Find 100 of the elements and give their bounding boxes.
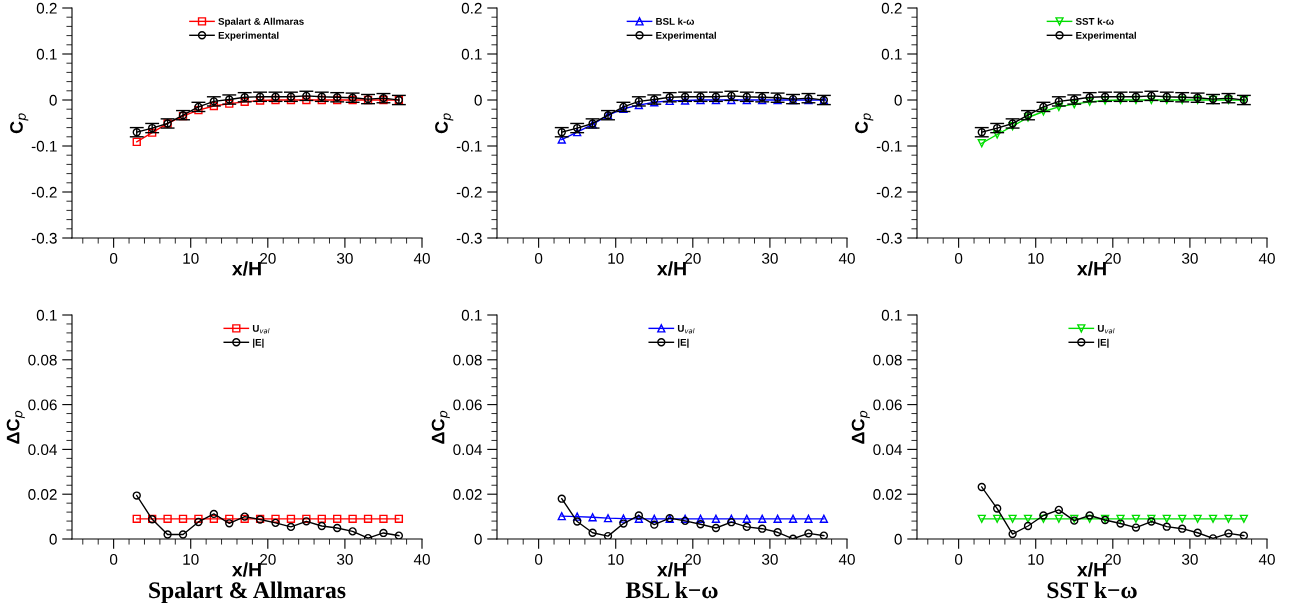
x-tick-label: 20: [685, 553, 701, 565]
point: [286, 522, 296, 532]
y-tick-label: 0.06: [453, 399, 482, 411]
point: [1162, 92, 1171, 101]
x-tick-label: 40: [838, 553, 855, 565]
point: [1085, 511, 1094, 520]
point: [1085, 97, 1094, 107]
y-tick-label: 0.1: [461, 309, 482, 321]
point: [573, 512, 582, 521]
point: [317, 92, 326, 101]
point: [1193, 514, 1202, 524]
y-tick-label: 0.1: [36, 48, 57, 60]
point: [804, 529, 813, 538]
point: [665, 93, 674, 102]
point: [286, 514, 296, 524]
y-tick-label: 0: [49, 533, 57, 545]
point: [363, 514, 373, 524]
point: [619, 519, 628, 528]
point: [394, 531, 404, 539]
point: [742, 522, 751, 532]
x-axis-title: x/H: [232, 261, 261, 276]
y-tick-label: -0.1: [876, 140, 902, 152]
y-tick-label: 0.02: [873, 489, 902, 500]
legend-label: |E|: [253, 338, 264, 348]
point: [573, 517, 582, 526]
point: [650, 520, 659, 529]
point: [1193, 528, 1202, 537]
point: [317, 521, 326, 531]
point: [148, 128, 157, 137]
point: [557, 135, 566, 144]
point: [317, 514, 326, 524]
y-tick-label: 0.06: [28, 399, 57, 411]
point: [1162, 95, 1171, 105]
point: [178, 530, 188, 539]
x-tick-label: 40: [1258, 553, 1275, 565]
point: [1131, 514, 1141, 524]
point: [977, 128, 986, 137]
point: [209, 509, 219, 519]
y-tick-label: 0.06: [873, 399, 902, 411]
point: [634, 514, 644, 524]
point: [1039, 511, 1048, 520]
point: [1085, 514, 1094, 524]
y-tick-label: 0.2: [461, 2, 482, 14]
x-tick-label: 10: [1028, 553, 1044, 565]
y-tick-label: 0.04: [28, 444, 57, 456]
point: [1239, 514, 1249, 524]
point: [977, 514, 986, 524]
point: [993, 504, 1002, 513]
point: [993, 130, 1002, 139]
y-tick-label: 0.02: [453, 489, 482, 500]
point: [711, 523, 721, 533]
legend-label: SST k-ω: [1075, 17, 1114, 25]
point: [271, 518, 280, 528]
point: [1239, 531, 1249, 539]
point: [225, 99, 234, 108]
y-tick-label: 0: [894, 94, 902, 106]
point: [379, 514, 388, 524]
y-tick-label: -0.3: [876, 232, 902, 244]
point: [727, 95, 736, 105]
point: [1116, 519, 1125, 528]
y-tick-label: -0.3: [31, 232, 57, 244]
y-tick-label: 0.1: [36, 309, 57, 321]
x-tick-label: 30: [761, 553, 778, 565]
x-axis-title: x/H: [1077, 261, 1106, 276]
y-tick-label: 0: [474, 94, 482, 106]
point: [588, 528, 597, 537]
y-axis-title: ΔC$_{p}$: [851, 410, 870, 444]
y-axis-title: C$_{p}$: [10, 113, 29, 134]
point: [557, 128, 566, 137]
point: [1008, 529, 1017, 539]
point: [1131, 523, 1141, 532]
x-tick-label: 20: [685, 252, 701, 264]
x-tick-label: 40: [413, 553, 430, 565]
legend-label: BSL k-ω: [656, 17, 695, 25]
y-axis-title: ΔC$_{p}$: [6, 410, 25, 444]
point: [603, 531, 613, 539]
point: [348, 527, 357, 536]
point: [132, 514, 141, 524]
point: [348, 514, 357, 524]
y-tick-label: 0.1: [881, 48, 902, 60]
point: [773, 528, 782, 537]
point: [194, 517, 203, 527]
point: [819, 514, 829, 524]
point: [1178, 524, 1187, 533]
point: [148, 123, 157, 133]
x-tick-label: 20: [1105, 553, 1121, 565]
x-tick-label: 0: [109, 553, 118, 565]
point: [240, 97, 249, 107]
point: [711, 514, 721, 524]
point: [271, 514, 280, 524]
legend-label: Experimental: [656, 31, 716, 41]
x-tick-label: 0: [109, 252, 118, 264]
point: [588, 513, 597, 522]
point: [1178, 514, 1187, 524]
point: [209, 514, 219, 524]
point: [1054, 514, 1064, 524]
x-axis-title: x/H: [657, 261, 686, 276]
x-tick-label: 10: [1028, 252, 1044, 264]
point: [225, 95, 234, 104]
point: [819, 531, 829, 539]
